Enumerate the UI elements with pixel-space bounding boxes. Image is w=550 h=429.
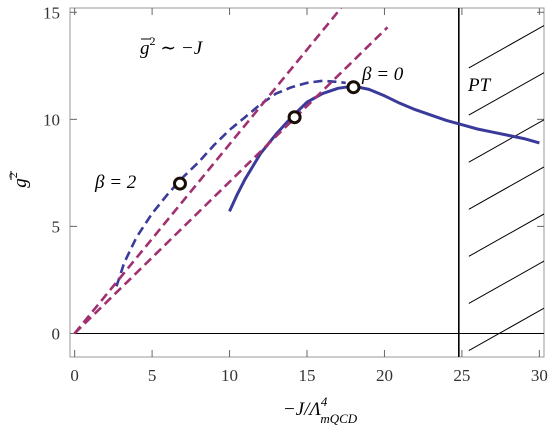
slope-g: g: [140, 38, 150, 59]
x-axis-label: −J/Λ4 mQCD: [283, 394, 358, 426]
x-tick-label: 0: [70, 366, 79, 385]
pt-label: PT: [467, 75, 492, 96]
x-axis-sup: 4: [321, 394, 328, 409]
x-tick-label: 5: [148, 366, 157, 385]
dashed-curve: [73, 26, 389, 335]
hatch-line: [468, 260, 544, 304]
y-axis-label: g2: [6, 172, 31, 188]
beta-2-label: β = 2: [94, 172, 137, 193]
x-tick-label: 25: [453, 366, 470, 385]
hatch-line: [468, 72, 544, 116]
x-tick-label: 20: [376, 366, 393, 385]
dashed-curve: [115, 79, 346, 287]
hatch-line: [468, 166, 544, 210]
marker-point: [172, 176, 187, 191]
hatch-line: [468, 213, 544, 257]
beta-0-label: β = 0: [361, 64, 404, 85]
y-tick-label: 5: [52, 217, 61, 236]
slope-label: g2 ∼ −J: [140, 34, 204, 59]
y-tick-label: 15: [43, 3, 60, 22]
y-tick-label: 10: [43, 110, 60, 129]
solid-curve: [228, 84, 540, 213]
slope-exp: 2: [150, 34, 156, 48]
y-tick-label: 0: [52, 324, 61, 343]
x-tick-label: 30: [531, 366, 548, 385]
marker-point: [346, 80, 361, 95]
x-axis-main: −J/Λ: [283, 399, 322, 420]
x-tick-label: 15: [299, 366, 316, 385]
hatch-line: [468, 307, 544, 352]
x-tick-label: 10: [221, 366, 238, 385]
marker-point: [287, 110, 302, 125]
y-axis-main: g: [10, 178, 31, 188]
dashed-curve: [73, 8, 343, 335]
slope-rest: ∼ −J: [156, 38, 204, 59]
hatch-line: [468, 25, 544, 69]
hatch-line: [468, 119, 544, 163]
y-axis-sup: 2: [6, 172, 20, 178]
plot-frame: [69, 7, 545, 358]
x-axis-sub: mQCD: [320, 411, 357, 426]
